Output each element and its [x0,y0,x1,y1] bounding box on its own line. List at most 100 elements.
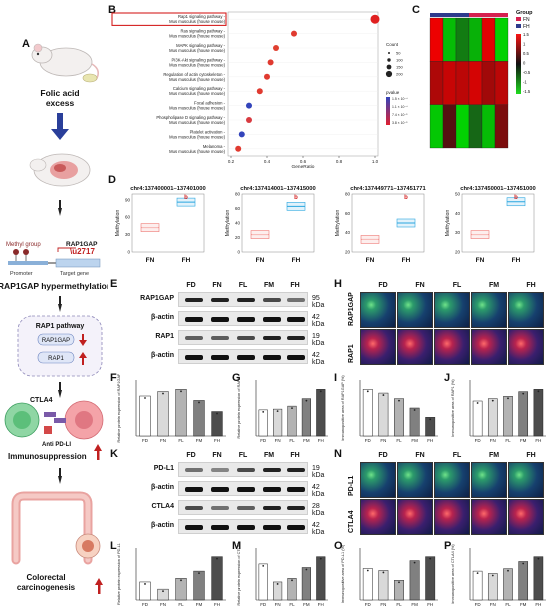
data-point [291,579,293,582]
data-point [537,557,540,560]
panel-label-o: O [334,540,343,552]
box-plot-title: chr4:137414001–137415000 [240,186,315,192]
heatmap-cell [429,17,444,62]
blot-row-label: PD-L1 [153,465,174,472]
data-point [491,399,494,402]
y-tick-label: 20 [235,235,241,240]
y-axis-label: Relative protein expression of RAP1GAP [117,374,121,443]
data-point [305,568,308,571]
panel-label-b: B [108,4,116,16]
term-label: MAPK signaling pathway - [176,43,225,48]
y-tick-label: 40 [345,230,351,235]
bar [533,389,544,437]
data-point [429,418,432,421]
bar [316,556,326,601]
y-axis-label: Relative protein expression of CTLA4 [237,543,241,606]
term-label: PI3K-Akt signaling pathway - [171,57,225,62]
blot-band-row [178,519,308,534]
data-point [180,390,182,393]
bar [211,411,223,437]
heatmap-cell [481,61,496,105]
panel-label-f: F [110,372,117,384]
bar-chart-j: Immunopositive area of RAP1 (%) FD FN FL FM F… [451,379,546,443]
colon-icon [11,491,101,565]
blot-size-label: 42 kDa [312,484,325,498]
data-point [144,397,146,399]
heatmap-cell [442,104,457,149]
data-point [291,407,293,410]
heatmap-cell [468,104,483,149]
y-tick-label: 80 [345,192,351,197]
blot-size-label: 28 kDa [312,503,325,517]
term-label-sub: Mus musculus (house mouse) [169,134,225,139]
panel-label-i: I [334,372,338,384]
heatmap-cell [429,104,444,149]
panel-label-c: C [412,4,420,16]
bar [157,588,169,601]
colorbar-tick-label: -1 [523,80,527,85]
data-point [413,561,416,564]
term-label: Calcium signaling pathway - [173,86,226,91]
if-row-label: CTLA4 [348,510,355,533]
data-point [198,572,200,575]
significance-label: b [294,195,298,201]
significance-label: b [184,195,188,201]
blot-band-row [178,462,308,477]
term-label-sub: Mus musculus (house mouse) [169,62,225,67]
bar [273,581,283,601]
x-tick-label: FN [490,438,496,443]
lane-label: FD [186,282,196,289]
term-label-sub: Mus musculus (house mouse) [169,91,225,96]
y-tick-label: 40 [455,211,461,216]
data-point [162,392,164,395]
blot-row-label: RAP1 [155,333,174,340]
x-group-label: FN [256,257,265,264]
methylation-box-plots: chr4:137400001–137401000 0 30 60 90 Methylati… [115,186,536,264]
if-lane-label: FM [488,452,500,459]
blot-row-label: β-actin [151,484,174,491]
group-legend-title: Group [516,10,533,16]
bar-chart-o: Immunopositive area of PD-L1 (%) FD FN FL FM… [341,544,438,607]
if-image-tile [508,292,544,328]
group-bar-cell [430,13,443,17]
rap1-node: RAP1 [48,356,64,362]
data-point [507,569,509,572]
ctla4-label: CTLA4 [30,397,53,404]
bar [287,405,297,437]
x-tick-label: FL [289,438,295,443]
term-label-sub: Mus musculus (house mouse) [169,77,225,82]
bar [503,396,513,437]
fn-box [250,230,270,239]
fn-box [140,223,160,232]
x-tick-label: FD [142,602,149,607]
rap1-pathway-label: RAP1 pathway [36,323,85,330]
bar [378,392,389,437]
up-red-arrow-large-icon-2 [95,578,103,594]
heatmap-cell [429,61,444,105]
lane-label: FN [212,282,222,289]
x-group-label: FH [182,257,191,264]
term-label-sub: Mus musculus (house mouse) [169,106,225,111]
x-tick-label: FN [380,602,386,607]
x-tick-label: FD [260,602,267,607]
term-label-sub: Mus musculus (house mouse) [169,48,225,53]
data-point [476,572,479,575]
mouse-icon [31,43,99,83]
x-group-label: FN [146,257,155,264]
x-tick-label: FH [427,602,433,607]
lane-label: FM [263,452,275,459]
heatmap-cell [494,104,509,149]
enrichment-dot-plot: Rap1 signaling pathway -Mus musculus (ho… [111,11,408,168]
bar-chart-g: Relative protein expression of RAP1 FD FN F… [237,378,328,443]
y-axis-label: Relative protein expression of PD-L1 [117,543,121,605]
heatmap-cell [494,61,509,105]
lane-label: FN [212,452,222,459]
rap1gap-gene-label: RAP1GAP [66,241,98,248]
x-tick-label: FL [396,438,402,443]
data-point [522,392,525,395]
lane-label: FH [290,452,300,459]
bar [301,567,311,601]
if-image-tile [471,499,507,535]
data-point [507,397,509,400]
